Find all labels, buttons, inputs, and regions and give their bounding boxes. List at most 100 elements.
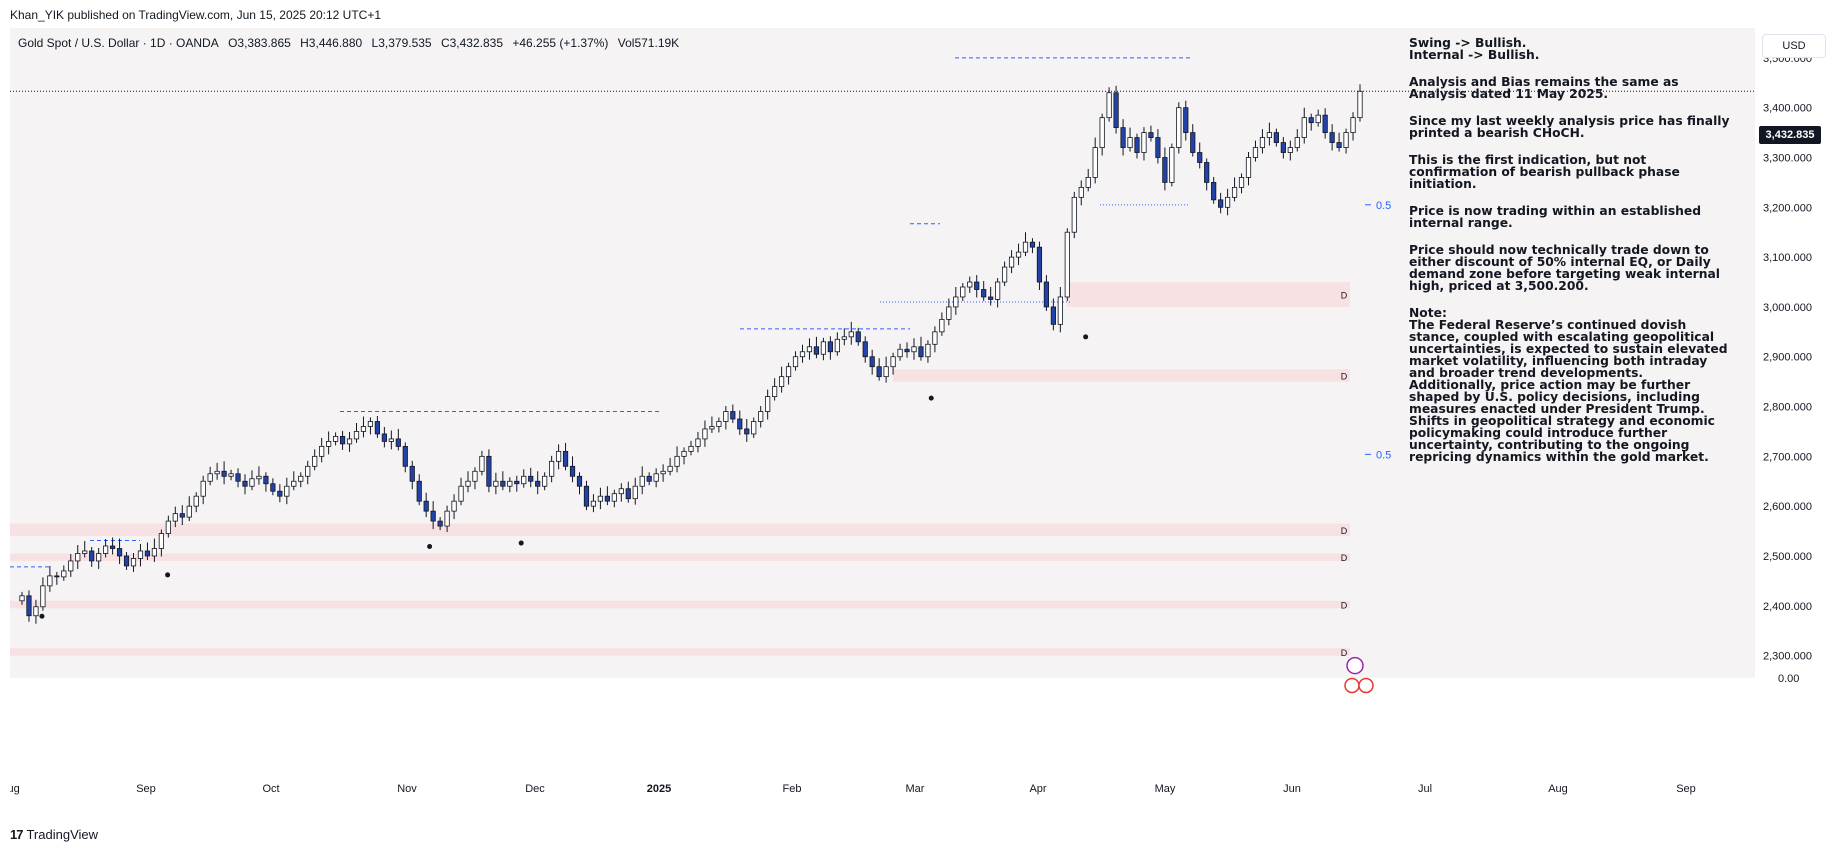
candle-body bbox=[528, 475, 534, 482]
candle-body bbox=[521, 475, 527, 485]
candle-body bbox=[291, 480, 297, 487]
candle-body bbox=[576, 475, 583, 487]
symbol-name[interactable]: Gold Spot / U.S. Dollar · 1D · OANDA bbox=[18, 36, 219, 50]
candle-body bbox=[981, 289, 987, 298]
time-axis-label: Dec bbox=[525, 783, 545, 795]
price-axis-label: 3,200.000 bbox=[1763, 202, 1812, 214]
candle-body bbox=[1141, 132, 1147, 153]
candle-body bbox=[514, 480, 520, 485]
candle-body bbox=[946, 306, 952, 320]
note-paragraph: Price is now trading within an establish… bbox=[1409, 204, 1702, 230]
candle-body bbox=[395, 438, 401, 447]
publisher-info: Khan_YIK published on TradingView.com, J… bbox=[10, 8, 382, 22]
candle-body bbox=[918, 346, 924, 358]
candle-body bbox=[1036, 246, 1043, 283]
candlestick-chart[interactable]: DDDDDD0.50.53,500.0003,400.0003,300.0003… bbox=[10, 28, 1835, 817]
candle-body bbox=[569, 465, 576, 477]
candle-body bbox=[639, 475, 645, 487]
candle-body bbox=[1211, 182, 1217, 201]
symbol-legend: Gold Spot / U.S. Dollar · 1D · OANDA O3,… bbox=[18, 36, 685, 50]
candle-body bbox=[186, 505, 192, 518]
flag-icon bbox=[1344, 677, 1360, 694]
candle-body bbox=[1224, 196, 1231, 208]
candle-body bbox=[1008, 256, 1015, 268]
candle-body bbox=[1308, 117, 1314, 124]
candle-body bbox=[179, 513, 185, 518]
candle-body bbox=[583, 485, 590, 507]
candle-body bbox=[1287, 147, 1293, 153]
candle-body bbox=[479, 455, 485, 472]
footer: 17 TradingView bbox=[0, 818, 1835, 850]
candle-body bbox=[1064, 231, 1070, 298]
price-axis-label: 3,100.000 bbox=[1763, 252, 1812, 264]
tradingview-logo-icon: 17 bbox=[10, 827, 24, 842]
candle-body bbox=[451, 500, 457, 512]
candle-body bbox=[1301, 117, 1307, 138]
candle-body bbox=[618, 488, 624, 495]
chart-area[interactable]: D D D D D D 0.5 0.5 3,500.000 3,400.000 3,300.000 3… bbox=[10, 28, 1835, 817]
candle-body bbox=[103, 545, 109, 554]
candle-body bbox=[995, 281, 1001, 300]
candle-body bbox=[855, 331, 861, 343]
candle-body bbox=[214, 470, 220, 475]
candle-body bbox=[165, 520, 171, 534]
candle-body bbox=[437, 520, 443, 527]
candle-body bbox=[862, 341, 868, 358]
note-paragraph: Swing -> Bullish. Internal -> Bullish. bbox=[1409, 36, 1540, 62]
candle-body bbox=[590, 500, 597, 507]
candle-body bbox=[1078, 186, 1084, 198]
candle-body bbox=[772, 386, 778, 397]
candle-body bbox=[1197, 152, 1203, 163]
candle-body bbox=[193, 495, 199, 507]
candle-body bbox=[75, 553, 81, 562]
tradingview-logo[interactable]: 17 TradingView bbox=[10, 827, 98, 842]
candle-body bbox=[381, 433, 387, 442]
candle-body bbox=[688, 445, 694, 452]
candle-body bbox=[270, 483, 276, 492]
time-axis-label: Nov bbox=[397, 783, 417, 795]
demand-zone-label: D bbox=[1341, 526, 1348, 536]
candle-body bbox=[1113, 92, 1119, 129]
candle-body bbox=[1190, 132, 1196, 153]
ohlc-open: O3,383.865 bbox=[228, 36, 291, 50]
candle-body bbox=[911, 346, 917, 353]
demand-zone bbox=[10, 553, 1350, 561]
candle-body bbox=[1204, 162, 1210, 183]
candle-body bbox=[1127, 137, 1133, 148]
ohlc-close: C3,432.835 bbox=[440, 36, 504, 50]
swing-point bbox=[1083, 334, 1089, 340]
brand-name: TradingView bbox=[26, 827, 99, 842]
candle-body bbox=[172, 513, 178, 522]
candle-body bbox=[416, 480, 422, 502]
candle-body bbox=[26, 595, 32, 617]
candle-body bbox=[221, 470, 227, 477]
candle-body bbox=[695, 438, 701, 447]
candle-body bbox=[1350, 117, 1356, 133]
price-axis-label: 2,800.000 bbox=[1763, 402, 1812, 414]
candle-body bbox=[925, 343, 931, 358]
candle-body bbox=[653, 473, 659, 482]
demand-zone bbox=[1067, 282, 1350, 307]
candle-body bbox=[242, 480, 248, 487]
candle-body bbox=[730, 411, 736, 420]
candle-body bbox=[1266, 132, 1273, 138]
candle-body bbox=[305, 465, 311, 477]
candle-body bbox=[402, 445, 408, 467]
time-axis-label: 2025 bbox=[647, 783, 671, 795]
candle-body bbox=[1231, 186, 1238, 198]
candle-body bbox=[744, 428, 750, 435]
time-axis-label: Sep bbox=[136, 783, 156, 795]
candle-body bbox=[967, 281, 973, 288]
time-axis-label: Aug bbox=[1548, 783, 1568, 795]
note-paragraph: This is the first indication, but not co… bbox=[1409, 153, 1680, 191]
candle-body bbox=[89, 550, 95, 562]
demand-zone-label: D bbox=[1341, 371, 1348, 381]
candle-body bbox=[486, 455, 492, 487]
ohlc-change: +46.255 (+1.37%) bbox=[512, 36, 609, 50]
candle-body bbox=[256, 475, 262, 480]
candle-body bbox=[339, 436, 346, 445]
ohlc-high: H3,446.880 bbox=[300, 36, 363, 50]
currency-button[interactable]: USD bbox=[1762, 34, 1826, 58]
candle-body bbox=[1162, 157, 1168, 183]
candle-body bbox=[54, 575, 60, 578]
